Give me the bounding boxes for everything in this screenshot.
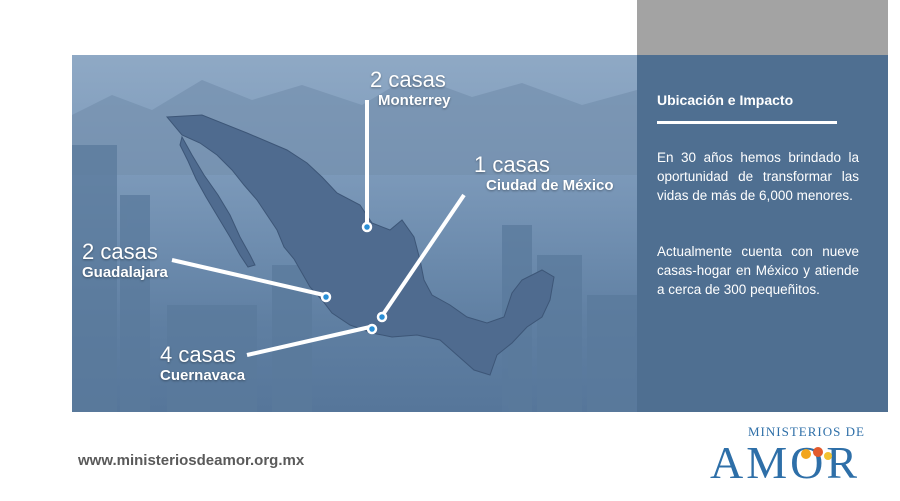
info-panel: Ubicación e Impacto En 30 años hemos bri… (637, 0, 888, 412)
panel-title: Ubicación e Impacto (657, 92, 794, 108)
location-count: 1 casas (474, 152, 550, 177)
panel-paragraph-impact: En 30 años hemos brindado la oportunidad… (657, 150, 859, 203)
location-city: Cuernavaca (160, 367, 246, 384)
panel-header-strip (637, 0, 888, 55)
location-ciudad-de-mexico: 1 casas Ciudad de México (474, 153, 614, 195)
logo-figures-icon (801, 447, 832, 460)
location-city: Guadalajara (82, 264, 168, 281)
website-link[interactable]: www.ministeriosdeamor.org.mx (78, 452, 305, 469)
logo-top-text: MINISTERIOS DE (748, 424, 865, 439)
city-banner: 2 casas Monterrey 1 casas Ciudad de Méxi… (72, 55, 637, 412)
mexico-map-illustration (72, 75, 637, 412)
panel-divider (657, 121, 837, 124)
ministerios-de-amor-logo: MINISTERIOS DE AMOR (708, 424, 883, 490)
location-count: 2 casas (370, 67, 446, 92)
location-count: 2 casas (82, 239, 158, 264)
logo-word: AMOR (710, 437, 861, 488)
location-monterrey: 2 casas Monterrey (370, 68, 451, 110)
location-guadalajara: 2 casas Guadalajara (82, 240, 168, 282)
panel-paragraph-homes: Actualmente cuenta con nueve casas-hogar… (657, 244, 859, 297)
location-count: 4 casas (160, 342, 236, 367)
mexico-map-shape (165, 114, 555, 376)
location-cuernavaca: 4 casas Cuernavaca (160, 343, 245, 385)
location-city: Ciudad de México (486, 177, 614, 194)
location-city: Monterrey (378, 92, 451, 109)
